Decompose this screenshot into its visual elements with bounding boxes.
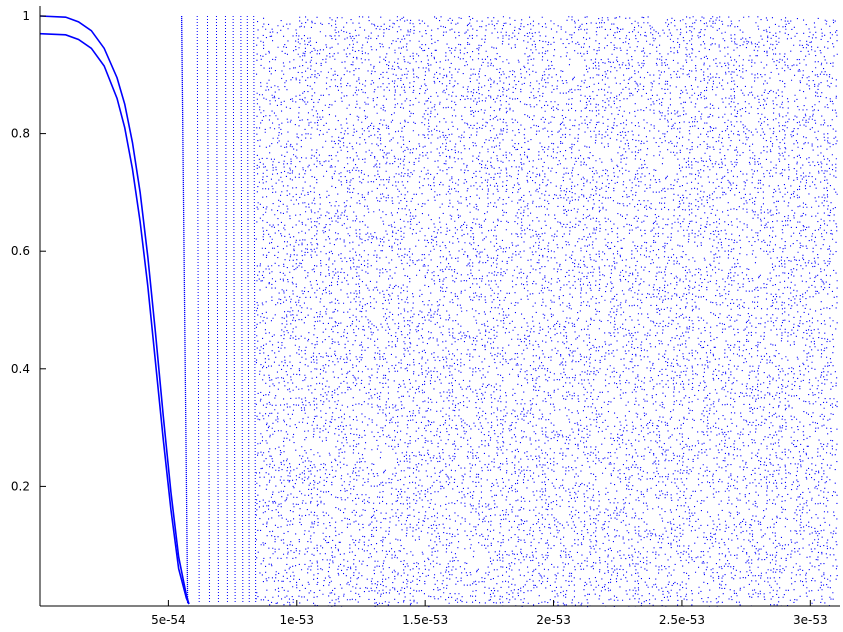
- axis-ticks: 5e-54 1e-53 1.5e-53 2e-53 2.5e-53 3e-53 0.2 0.4…: [11, 9, 828, 627]
- y-tick-label: 0.8: [11, 127, 30, 141]
- series-line: [39, 32, 190, 605]
- x-tick-label: 5e-54: [151, 613, 186, 627]
- y-tick-label: 0.4: [11, 362, 30, 376]
- dotted-line: [240, 15, 244, 605]
- x-tick-label: 2e-53: [536, 613, 571, 627]
- y-tick-label: 1: [22, 9, 30, 23]
- x-tick-label: 3e-53: [793, 613, 828, 627]
- dotted-line: [232, 15, 236, 605]
- dotted-line: [215, 15, 219, 605]
- series-lines: [39, 15, 257, 605]
- dotted-line: [224, 15, 228, 605]
- dotted-line: [180, 15, 189, 605]
- dotted-line: [206, 15, 210, 605]
- dotted-line: [253, 15, 257, 605]
- y-tick-label: 0.2: [11, 479, 30, 493]
- series-line: [39, 15, 190, 605]
- x-tick-label: 1e-53: [279, 613, 314, 627]
- x-tick-label: 2.5e-53: [659, 613, 705, 627]
- dotted-line: [196, 15, 200, 605]
- scatter-points: [255, 16, 838, 608]
- y-tick-label: 0.6: [11, 244, 30, 258]
- point-cloud: [255, 16, 838, 608]
- x-tick-label: 1.5e-53: [402, 613, 448, 627]
- dotted-line: [246, 15, 250, 605]
